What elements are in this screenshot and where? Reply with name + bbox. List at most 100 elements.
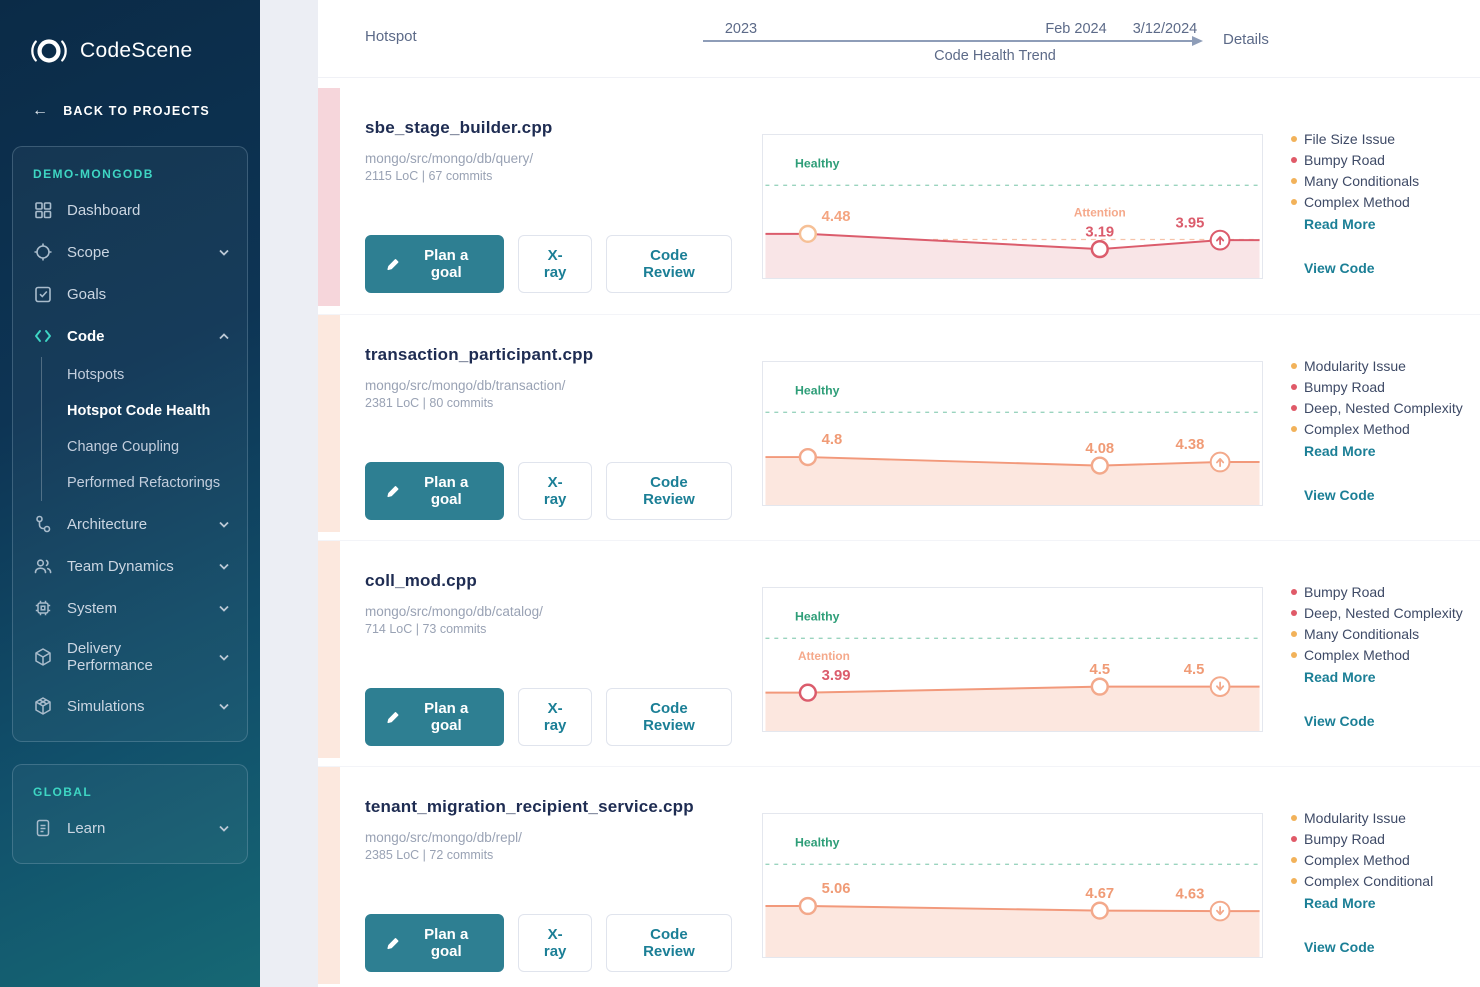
svg-text:Healthy: Healthy: [795, 836, 840, 850]
issue-severity-dot: [1291, 404, 1297, 411]
plan-goal-button[interactable]: Plan a goal: [365, 462, 505, 520]
hotspot-column-header: Hotspot: [365, 28, 417, 45]
hotspot-title[interactable]: sbe_stage_builder.cpp: [365, 118, 553, 137]
issue-severity-dot: [1291, 177, 1297, 184]
view-code-link[interactable]: View Code: [1304, 939, 1375, 955]
issue-item: Modularity Issue: [1291, 355, 1480, 376]
hotspot-rows: sbe_stage_builder.cpp mongo/src/mongo/db…: [318, 78, 1480, 987]
content-gutter: [260, 0, 318, 987]
svg-text:4.67: 4.67: [1085, 886, 1114, 902]
hotspot-code-health-page: Hotspot 2023 Feb 2024 3/12/2024 Code Hea…: [318, 0, 1480, 987]
details-column-header: Details: [1223, 31, 1269, 48]
back-to-projects-link[interactable]: ← BACK TO PROJECTS: [32, 102, 210, 119]
sidebar-item-dashboard[interactable]: Dashboard: [29, 189, 235, 231]
svg-text:4.38: 4.38: [1176, 437, 1205, 453]
issue-list: Bumpy Road Deep, Nested Complexity Many Co…: [1291, 581, 1480, 665]
issue-severity-dot: [1291, 630, 1297, 637]
sidebar-item-simulations[interactable]: Simulations: [29, 685, 235, 727]
code-health-trend-chart: Healthy 4.8 4.08 4.38: [762, 361, 1263, 506]
view-code-link[interactable]: View Code: [1304, 260, 1375, 276]
svg-text:4.08: 4.08: [1085, 441, 1114, 457]
hotspot-path: mongo/src/mongo/db/repl/: [365, 830, 522, 845]
plan-goal-button[interactable]: Plan a goal: [365, 914, 505, 972]
xray-button[interactable]: X-ray: [518, 688, 592, 746]
sidebar-item-team-dynamics[interactable]: Team Dynamics: [29, 545, 235, 587]
sidebar-item-architecture[interactable]: Architecture: [29, 503, 235, 545]
issue-item: Deep, Nested Complexity: [1291, 602, 1480, 623]
list-header: Hotspot 2023 Feb 2024 3/12/2024 Code Hea…: [318, 0, 1480, 78]
issue-list: File Size Issue Bumpy Road Many Conditiona…: [1291, 128, 1480, 212]
svg-text:3.95: 3.95: [1176, 215, 1205, 231]
hotspot-stats: 2385 LoC | 72 commits: [365, 848, 494, 862]
hotspot-stats: 714 LoC | 73 commits: [365, 622, 487, 636]
hotspot-row: sbe_stage_builder.cpp mongo/src/mongo/db…: [318, 88, 1480, 314]
read-more-link[interactable]: Read More: [1304, 895, 1376, 911]
scope-icon: [33, 242, 53, 262]
code-review-button[interactable]: Code Review: [605, 914, 732, 972]
simulations-icon: [33, 696, 53, 716]
svg-text:Healthy: Healthy: [795, 610, 840, 624]
timeline-axis-arrow: [703, 36, 1203, 46]
chevron-down-icon: [219, 605, 229, 612]
code-icon: [33, 326, 53, 346]
pencil-icon: [387, 711, 399, 723]
sidebar-item-learn[interactable]: Learn: [29, 807, 235, 849]
severity-strip: [318, 767, 340, 984]
issue-severity-dot: [1291, 835, 1297, 842]
svg-text:Healthy: Healthy: [795, 157, 840, 171]
code-review-button[interactable]: Code Review: [605, 688, 732, 746]
chevron-down-icon: [219, 521, 229, 528]
xray-button[interactable]: X-ray: [518, 235, 592, 293]
issue-item: Complex Method: [1291, 849, 1480, 870]
code-review-button[interactable]: Code Review: [605, 462, 732, 520]
sidebar-item-delivery-performance[interactable]: Delivery Performance: [29, 629, 235, 685]
timeline-tick: 2023: [724, 21, 758, 37]
xray-button[interactable]: X-ray: [518, 462, 592, 520]
sidebar-item-hotspots[interactable]: Hotspots: [67, 367, 125, 383]
issue-severity-dot: [1291, 156, 1297, 163]
learn-icon: [33, 818, 53, 838]
architecture-icon: [33, 514, 53, 534]
code-review-button[interactable]: Code Review: [605, 235, 732, 293]
brand[interactable]: CodeScene: [0, 0, 260, 68]
project-section-label: DEMO-MONGODB: [33, 167, 154, 181]
issue-severity-dot: [1291, 362, 1297, 369]
sidebar-item-goals[interactable]: Goals: [29, 273, 235, 315]
plan-goal-button[interactable]: Plan a goal: [365, 688, 505, 746]
issue-severity-dot: [1291, 425, 1297, 432]
view-code-link[interactable]: View Code: [1304, 713, 1375, 729]
issue-severity-dot: [1291, 877, 1297, 884]
hotspot-stats: 2115 LoC | 67 commits: [365, 169, 493, 183]
issue-item: Bumpy Road: [1291, 149, 1480, 170]
sidebar-item-change-coupling[interactable]: Change Coupling: [67, 439, 180, 455]
system-icon: [33, 598, 53, 618]
sidebar-item-scope[interactable]: Scope: [29, 231, 235, 273]
severity-strip: [318, 88, 340, 306]
team-dynamics-icon: [33, 556, 53, 576]
read-more-link[interactable]: Read More: [1304, 216, 1376, 232]
hotspot-title[interactable]: coll_mod.cpp: [365, 571, 477, 590]
chevron-down-icon: [219, 249, 229, 256]
hotspot-row: transaction_participant.cpp mongo/src/mo…: [318, 314, 1480, 540]
svg-text:4.5: 4.5: [1089, 662, 1110, 678]
svg-text:4.48: 4.48: [822, 209, 851, 225]
hotspot-title[interactable]: tenant_migration_recipient_service.cpp: [365, 797, 694, 816]
chevron-down-icon: [219, 654, 229, 661]
hotspot-title[interactable]: transaction_participant.cpp: [365, 345, 594, 364]
sidebar-item-code[interactable]: Code: [29, 315, 235, 357]
read-more-link[interactable]: Read More: [1304, 669, 1376, 685]
xray-button[interactable]: X-ray: [518, 914, 592, 972]
sidebar-item-hotspot-code-health[interactable]: Hotspot Code Health: [67, 403, 211, 419]
sidebar-item-performed-refactorings[interactable]: Performed Refactorings: [67, 475, 221, 491]
pencil-icon: [387, 258, 399, 270]
read-more-link[interactable]: Read More: [1304, 443, 1376, 459]
sidebar-item-system[interactable]: System: [29, 587, 235, 629]
timeline-tick: Feb 2024: [1045, 21, 1107, 37]
svg-text:Attention: Attention: [1074, 206, 1126, 220]
svg-text:Attention: Attention: [798, 649, 850, 663]
plan-goal-button[interactable]: Plan a goal: [365, 235, 505, 293]
view-code-link[interactable]: View Code: [1304, 487, 1375, 503]
svg-text:4.63: 4.63: [1176, 886, 1205, 902]
trend-column-header: Code Health Trend: [934, 48, 1056, 64]
dashboard-icon: [33, 200, 53, 220]
